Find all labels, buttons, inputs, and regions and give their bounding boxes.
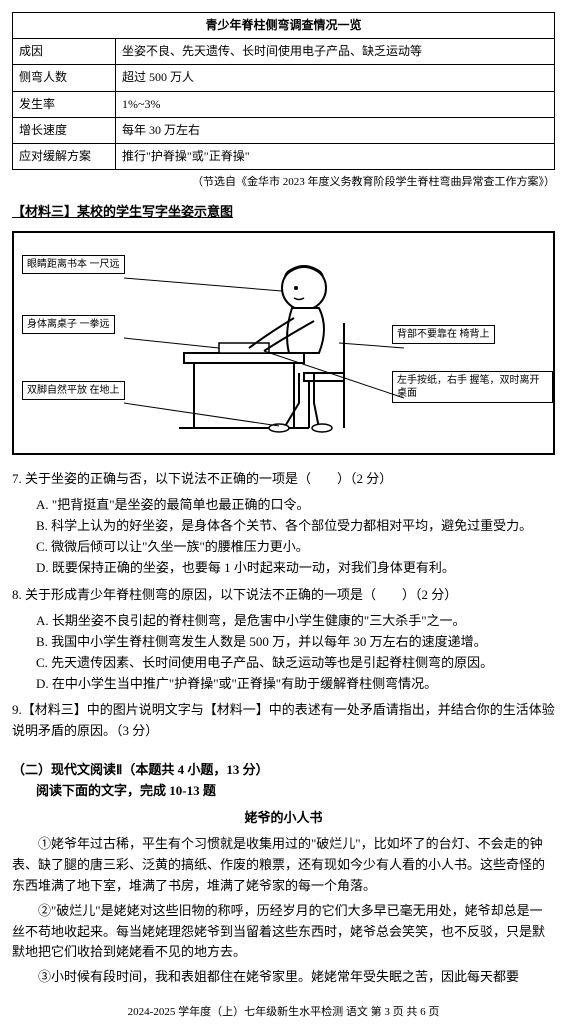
cell: 推行"护脊操"或"正脊操" — [116, 143, 555, 169]
cell: 侧弯人数 — [13, 65, 116, 91]
q8-option-c: C. 先天遗传因素、长时间使用电子产品、缺乏运动等也是引起脊柱侧弯的原因。 — [36, 653, 555, 674]
q7-option-c: C. 微微后倾可以让"久坐一族"的腰椎压力更小。 — [36, 537, 555, 558]
cell: 应对缓解方案 — [13, 143, 116, 169]
q7-option-b: B. 科学上认为的好坐姿，是身体各个关节、各个部位受力都相对平均，避免过重受力。 — [36, 516, 555, 537]
question-9: 9.【材料三】中的图片说明文字与【材料一】中的表述有一处矛盾请指出，并结合你的生… — [12, 700, 555, 742]
q8-option-a: A. 长期坐姿不良引起的脊柱侧弯，是危害中小学生健康的"三大杀手"之一。 — [36, 611, 555, 632]
label-eye-distance: 眼睛距离书本 一尺远 — [22, 255, 125, 274]
cell: 每年 30 万左右 — [116, 117, 555, 143]
q8-option-b: B. 我国中小学生脊柱侧弯发生人数是 500 万，并以每年 30 万左右的速度递… — [36, 632, 555, 653]
cell: 发生率 — [13, 91, 116, 117]
label-feet: 双脚自然平放 在地上 — [22, 381, 125, 400]
question-8-stem: 8. 关于形成青少年脊柱侧弯的原因，以下说法不正确的一项是（ ）（2 分） — [12, 585, 555, 606]
cell: 超过 500 万人 — [116, 65, 555, 91]
paragraph-3: ③小时候有段时间，我和表姐都住在姥爷家里。姥姥常年受失眠之苦，因此每天都要 — [12, 967, 555, 988]
part2-sub: 阅读下面的文字，完成 10-13 题 — [36, 781, 555, 802]
posture-diagram: 眼睛距离书本 一尺远 身体离桌子 一拳远 双脚自然平放 在地上 背部不要靠在 椅… — [12, 231, 555, 455]
cell: 坐姿不良、先天遗传、长时间使用电子产品、缺乏运动等 — [116, 39, 555, 65]
label-hands: 左手按纸，右手 握笔，双时离开 桌面 — [392, 371, 553, 403]
survey-table: 青少年脊柱侧弯调查情况一览 成因坐姿不良、先天遗传、长时间使用电子产品、缺乏运动… — [12, 12, 555, 170]
source-citation: （节选自《金华市 2023 年度义务教育阶段学生脊柱弯曲异常查工作方案》） — [12, 174, 555, 192]
q7-option-a: A. "把背挺直"是坐姿的最简单也最正确的口令。 — [36, 495, 555, 516]
label-back: 背部不要靠在 椅背上 — [392, 325, 495, 344]
cell: 1%~3% — [116, 91, 555, 117]
label-body-distance: 身体离桌子 一拳远 — [22, 315, 115, 334]
paragraph-2: ②"破烂儿"是姥姥对这些旧物的称呼，历经岁月的它们大多早已毫无用处，姥爷却总是一… — [12, 901, 555, 963]
page-footer: 2024-2025 学年度（上）七年级新生水平检测 语文 第 3 页 共 6 页 — [12, 1004, 555, 1022]
cell: 增长速度 — [13, 117, 116, 143]
table-title: 青少年脊柱侧弯调查情况一览 — [13, 13, 555, 39]
q7-option-d: D. 既要保持正确的坐姿，也要每 1 小时起来动一动，对我们身体更有利。 — [36, 558, 555, 579]
cell: 成因 — [13, 39, 116, 65]
q8-option-d: D. 在中小学生当中推广"护脊操"或"正脊操"有助于缓解脊柱侧弯情况。 — [36, 674, 555, 695]
part2-heading: （二）现代文阅读Ⅱ（本题共 4 小题，13 分） — [12, 760, 555, 781]
paragraph-1: ①姥爷年过古稀，平生有个习惯就是收集用过的"破烂儿"，比如坏了的台灯、不会走的钟… — [12, 834, 555, 896]
material-3-heading: 【材料三】某校的学生写字坐姿示意图 — [12, 202, 555, 223]
question-7-stem: 7. 关于坐姿的正确与否，以下说法不正确的一项是（ ）（2 分） — [12, 469, 555, 490]
passage-title: 姥爷的小人书 — [12, 808, 555, 829]
